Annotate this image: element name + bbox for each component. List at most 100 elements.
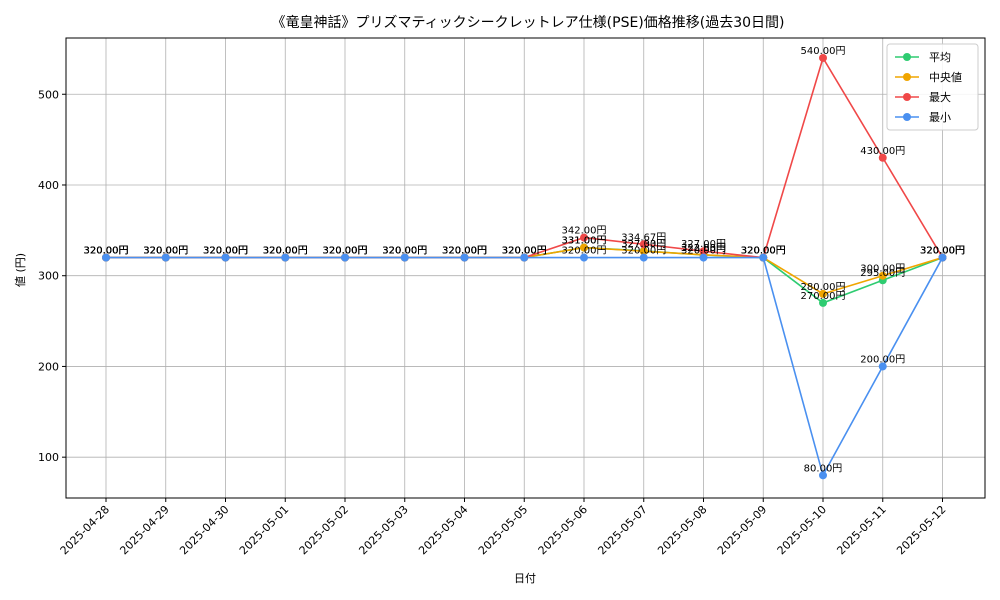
data-label: 322.83円	[681, 243, 726, 254]
data-label: 320.00円	[203, 246, 248, 257]
data-label: 320.00円	[442, 246, 487, 257]
data-label: 320.00円	[442, 246, 487, 257]
data-label: 320.00円	[502, 246, 547, 257]
data-point	[161, 253, 170, 262]
data-label: 320.00円	[84, 246, 129, 257]
data-label: 327.00円	[681, 239, 726, 250]
data-label: 320.00円	[502, 246, 547, 257]
y-tick-label: 100	[38, 451, 59, 464]
data-point	[460, 253, 469, 262]
x-tick-label: 2025-05-02	[297, 503, 351, 557]
data-label: 540.00円	[801, 46, 846, 57]
plot-frame	[65, 37, 986, 499]
data-label: 320.00円	[920, 246, 965, 257]
legend-label: 中央値	[929, 71, 962, 84]
data-point	[221, 253, 230, 262]
y-axis-label: 値 (円)	[14, 253, 27, 287]
x-tick-label: 2025-05-08	[655, 503, 709, 557]
data-label: 200.00円	[860, 354, 905, 365]
data-point	[102, 253, 110, 262]
legend-marker	[903, 53, 911, 61]
data-label: 320.00円	[741, 246, 786, 257]
data-label: 320.00円	[741, 246, 786, 257]
data-point	[520, 253, 529, 262]
data-point	[938, 253, 947, 262]
data-label: 320.00円	[323, 246, 368, 257]
x-tick-label: 2025-05-05	[476, 503, 530, 557]
legend-marker	[903, 113, 911, 121]
data-label: 320.00円	[263, 246, 308, 257]
data-label: 320.00円	[382, 246, 427, 257]
data-point	[341, 253, 349, 262]
x-tick-label: 2025-05-12	[894, 503, 948, 557]
data-point	[639, 253, 648, 262]
data-label: 327.33円	[621, 239, 666, 250]
data-point	[699, 253, 708, 262]
data-label: 320.00円	[323, 246, 368, 257]
x-tick-label: 2025-05-07	[595, 503, 649, 557]
chart-title: 《竜皇神話》プリズマティックシークレットレア仕様(PSE)価格推移(過去30日間…	[272, 14, 785, 31]
data-label: 331.00円	[562, 236, 607, 247]
data-point	[819, 53, 827, 62]
x-tick-label: 2025-05-03	[356, 503, 410, 557]
grid	[66, 38, 985, 498]
data-label: 320.00円	[920, 246, 965, 257]
data-point	[639, 240, 648, 249]
data-label: 320.00円	[143, 246, 188, 257]
y-tick-label: 300	[38, 270, 59, 283]
data-label: 342.00円	[562, 226, 607, 237]
data-label: 334.67円	[621, 232, 666, 243]
data-point	[819, 298, 827, 307]
x-tick-label: 2025-05-06	[536, 503, 590, 557]
data-labels: 320.00円 320.00円 320.00円 320.00円 320.00円 320.0…	[84, 46, 966, 474]
legend-label: 最大	[929, 90, 951, 104]
data-label: 320.00円	[263, 246, 308, 257]
data-label: 320.00円	[442, 246, 487, 257]
data-label: 320.00円	[263, 246, 308, 257]
data-label: 320.00円	[382, 246, 427, 257]
x-tick-label: 2025-04-30	[177, 503, 231, 557]
data-label: 300.00円	[860, 264, 905, 275]
legend-marker	[903, 93, 911, 101]
data-label: 430.00円	[860, 146, 905, 157]
data-label: 320.00円	[741, 246, 786, 257]
data-label: 280.00円	[801, 282, 846, 293]
y-tick-label: 500	[38, 88, 59, 101]
data-point	[878, 271, 887, 280]
data-label: 320.00円	[203, 246, 248, 257]
data-point	[759, 253, 768, 262]
legend-label: 平均	[929, 51, 951, 64]
data-label: 320.00円	[502, 246, 547, 257]
legend-label: 最小	[929, 111, 951, 124]
data-point	[580, 243, 588, 252]
data-point	[580, 253, 588, 262]
data-label: 80.00円	[804, 463, 843, 474]
x-tick-label: 2025-05-10	[775, 503, 829, 557]
data-label: 270.00円	[801, 291, 846, 302]
data-label: 320.00円	[84, 246, 129, 257]
data-label: 320.00円	[143, 246, 188, 257]
data-point	[639, 247, 648, 256]
data-point	[400, 253, 409, 262]
x-tick-label: 2025-05-09	[715, 503, 769, 557]
data-label: 320.00円	[323, 246, 368, 257]
data-label: 320.00円	[502, 246, 547, 257]
data-label: 320.00円	[143, 246, 188, 257]
x-tick-label: 2025-05-11	[834, 503, 888, 557]
data-label: 320.00円	[382, 246, 427, 257]
data-label: 295.00円	[860, 268, 905, 279]
data-label: 320.00円	[203, 246, 248, 257]
data-label: 320.00円	[920, 246, 965, 257]
data-point	[878, 362, 887, 371]
data-label: 320.00円	[681, 246, 726, 257]
data-label: 320.00円	[382, 246, 427, 257]
data-label: 320.00円	[442, 246, 487, 257]
data-point	[819, 289, 827, 298]
x-tick-label: 2025-05-01	[237, 503, 291, 557]
data-label: 320.00円	[84, 246, 129, 257]
y-tick-label: 200	[38, 360, 59, 373]
data-label: 323.00円	[681, 243, 726, 254]
data-label: 320.00円	[323, 246, 368, 257]
